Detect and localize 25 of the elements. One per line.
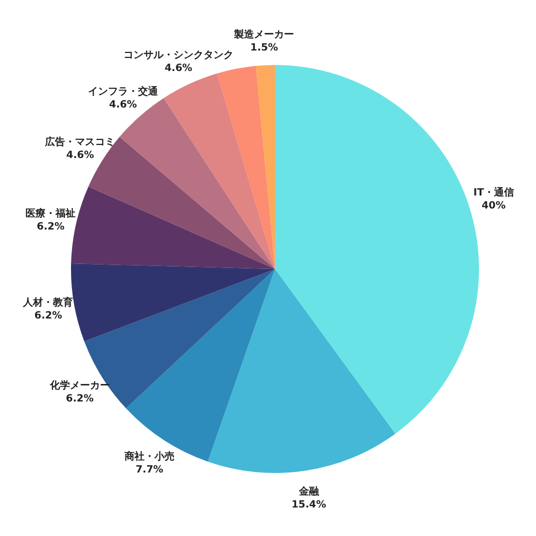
data-label: 15.4% [291, 500, 326, 510]
pie-slice [71, 264, 275, 342]
slice-label: コンサル・シンクタンク [123, 50, 234, 62]
slice-label: IT・通信 [473, 186, 514, 199]
slice-label: 人材・教育 [22, 296, 74, 308]
pie-slice [126, 269, 275, 462]
pie-slice [216, 66, 275, 269]
data-label: 6.2% [36, 222, 64, 233]
data-label: 7.7% [136, 464, 164, 476]
data-label: 40% [482, 200, 506, 212]
data-label: 4.6% [66, 150, 94, 161]
pie-slice [164, 73, 275, 269]
data-label: 4.6% [109, 99, 137, 110]
slice-label: 製造メーカー [233, 28, 294, 40]
slice-label: 医療・福祉 [26, 208, 76, 220]
slice-label: 金融 [298, 486, 320, 498]
data-label: 4.6% [164, 63, 192, 74]
pie-slice [256, 65, 275, 269]
pie-slice [208, 269, 396, 473]
slice-label: インフラ・交通 [88, 85, 160, 98]
data-label: 6.2% [66, 394, 94, 405]
slice-label: 広告・マスコミ [44, 136, 116, 148]
data-label: 1.5% [250, 42, 278, 54]
data-label: 6.2% [34, 310, 62, 322]
slice-label: 商社・小売 [123, 450, 174, 463]
